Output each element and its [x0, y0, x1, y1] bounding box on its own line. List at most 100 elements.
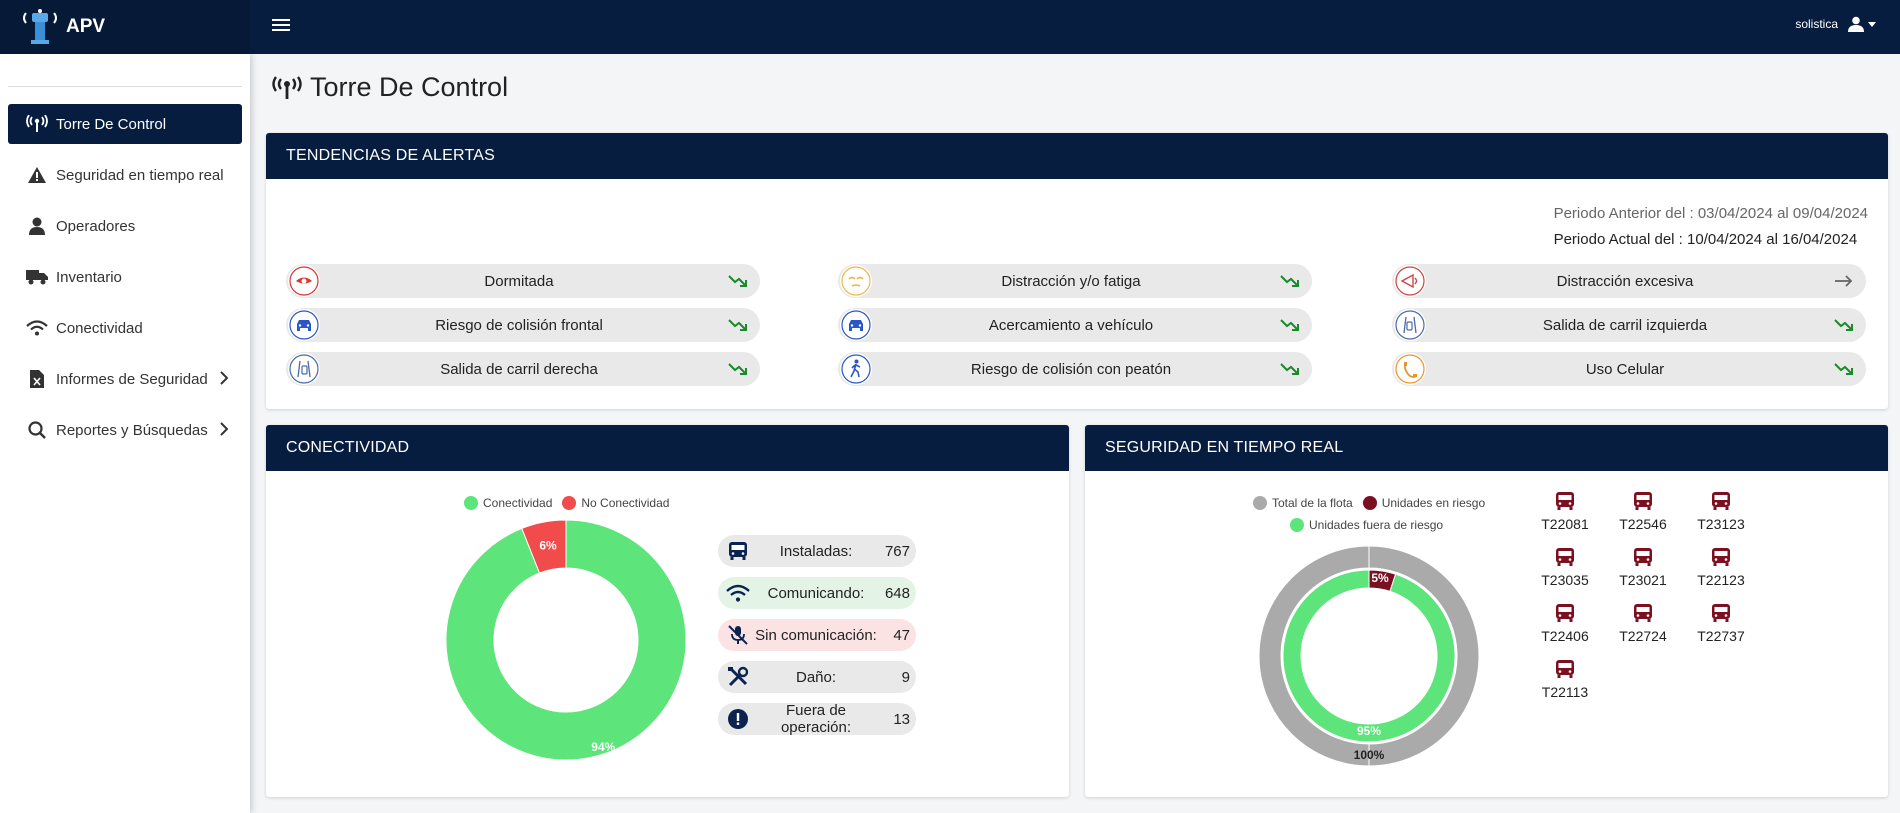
unit-at-risk-T23035[interactable]: T23035: [1535, 546, 1595, 588]
unit-label: T22406: [1541, 628, 1589, 644]
connectivity-card: CONECTIVIDAD Conectividad No Conectivida…: [266, 425, 1069, 797]
alert-distraccion-fatiga[interactable]: Distracción y/o fatiga: [838, 264, 1312, 298]
alert-riesgo-colision-peaton[interactable]: Riesgo de colisión con peatón: [838, 352, 1312, 386]
user-name: solistica: [1795, 17, 1838, 31]
legend-item-unidades-riesgo[interactable]: Unidades en riesgo: [1362, 496, 1485, 510]
excel-file-icon: [26, 368, 48, 390]
unit-at-risk-T22406[interactable]: T22406: [1535, 602, 1595, 644]
unit-label: T22546: [1619, 516, 1667, 532]
fleet-total-slice-0[interactable]: [1258, 545, 1480, 767]
unit-label: T22724: [1619, 628, 1667, 644]
sidebar-item-informes-seguridad[interactable]: Informes de Seguridad: [8, 359, 242, 399]
sidebar-item-reportes-busquedas[interactable]: Reportes y Búsquedas: [8, 410, 242, 450]
alert-label: Dormitada: [484, 272, 554, 290]
sidebar-item-label: Reportes y Búsquedas: [56, 421, 208, 439]
alert-label: Salida de carril derecha: [440, 360, 598, 378]
menu-toggle-icon[interactable]: [272, 16, 290, 34]
alert-acercamiento-vehiculo[interactable]: Acercamiento a vehículo: [838, 308, 1312, 342]
unit-at-risk-T22123[interactable]: T22123: [1691, 546, 1751, 588]
period-current-label: Periodo Actual del :: [1553, 231, 1683, 248]
sidebar-item-label: Torre De Control: [56, 115, 167, 133]
connectivity-donut-chart: 94% 6%: [446, 520, 686, 760]
legend-item-unidades-fuera-riesgo[interactable]: Unidades fuera de riesgo: [1290, 518, 1443, 532]
stat-label: Sin comunicación:: [755, 626, 877, 644]
unit-at-risk-T22113[interactable]: T22113: [1535, 658, 1595, 700]
bus-icon: [1556, 548, 1574, 566]
alert-label: Uso Celular: [1585, 360, 1665, 378]
realtime-card-title: SEGURIDAD EN TIEMPO REAL: [1105, 439, 1344, 456]
alerts-card: TENDENCIAS DE ALERTAS Periodo Anterior d…: [266, 133, 1888, 409]
bus-icon: [724, 540, 752, 562]
sidebar-item-conectividad[interactable]: Conectividad: [8, 308, 242, 348]
phone-icon: [1394, 353, 1426, 385]
stat-label: Daño:: [795, 668, 837, 686]
user-menu[interactable]: solistica: [1795, 16, 1876, 32]
bus-icon: [1556, 660, 1574, 678]
unit-at-risk-T22737[interactable]: T22737: [1691, 602, 1751, 644]
legend-swatch: [562, 496, 577, 510]
stat-comunicando: Comunicando: 648: [718, 577, 916, 609]
stat-value: 767: [884, 542, 910, 560]
sidebar-item-label: Conectividad: [56, 319, 143, 337]
unit-at-risk-T23123[interactable]: T23123: [1691, 490, 1751, 532]
lane-right-icon: [288, 353, 320, 385]
alert-distraccion-excesiva[interactable]: Distracción excesiva: [1392, 264, 1866, 298]
fleet-split-data-label-0: 5%: [1371, 571, 1389, 585]
unit-label: T23035: [1541, 572, 1589, 588]
unit-label: T22113: [1541, 684, 1589, 700]
fleet-total-data-label-0: 100%: [1354, 748, 1385, 762]
trend-down-icon: [728, 274, 752, 288]
stat-instaladas: Instaladas: 767: [718, 535, 916, 567]
stat-sin-comunicacion: Sin comunicación: 47: [718, 619, 916, 651]
warning-icon: [26, 164, 48, 186]
alert-riesgo-colision-frontal[interactable]: Riesgo de colisión frontal: [286, 308, 760, 342]
sidebar-item-inventario[interactable]: Inventario: [8, 257, 242, 297]
sidebar-item-torre-de-control[interactable]: Torre De Control: [8, 104, 242, 144]
pedestrian-icon: [840, 353, 872, 385]
period-current: Periodo Actual del : 10/04/2024 al 16/04…: [1554, 227, 1868, 253]
unit-at-risk-T22724[interactable]: T22724: [1613, 602, 1673, 644]
fleet-split-slice-1[interactable]: [1282, 569, 1456, 743]
realtime-donut-chart: 5% 95% 100%: [1258, 545, 1480, 767]
sidebar-item-operadores[interactable]: Operadores: [8, 206, 242, 246]
alert-salida-carril-derecha[interactable]: Salida de carril derecha: [286, 352, 760, 386]
alert-salida-carril-izquierda[interactable]: Salida de carril izquierda: [1392, 308, 1866, 342]
bus-icon: [1712, 548, 1730, 566]
period-previous-label: Periodo Anterior del :: [1553, 205, 1694, 222]
legend-label: Unidades fuera de riesgo: [1309, 518, 1444, 532]
sidebar-item-seguridad-tiempo-real[interactable]: Seguridad en tiempo real: [8, 155, 242, 195]
brand[interactable]: APV: [0, 0, 250, 54]
user-icon: [26, 215, 48, 237]
stat-dano: Daño: 9: [718, 661, 916, 693]
alert-label: Distracción y/o fatiga: [1001, 272, 1141, 290]
legend-item-no-conectividad[interactable]: No Conectividad: [562, 496, 669, 510]
realtime-card-header: SEGURIDAD EN TIEMPO REAL: [1085, 425, 1888, 471]
legend-item-conectividad[interactable]: Conectividad: [464, 496, 552, 510]
legend-item-total-flota[interactable]: Total de la flota: [1253, 496, 1353, 510]
period-previous: Periodo Anterior del : 03/04/2024 al 09/…: [1554, 201, 1868, 227]
distraction-icon: [1394, 265, 1426, 297]
wifi-icon: [26, 317, 48, 339]
alert-dormitada[interactable]: Dormitada: [286, 264, 760, 298]
alert-uso-celular[interactable]: Uso Celular: [1392, 352, 1866, 386]
unit-at-risk-T22546[interactable]: T22546: [1613, 490, 1673, 532]
alert-label: Acercamiento a vehículo: [988, 316, 1154, 334]
stat-value: 13: [893, 710, 910, 728]
control-tower-logo-icon: [23, 9, 57, 44]
period-previous-value: 03/04/2024 al 09/04/2024: [1697, 205, 1868, 222]
unit-label: T23123: [1697, 516, 1745, 532]
sidebar-item-label: Inventario: [56, 268, 122, 286]
sidebar-item-label: Informes de Seguridad: [56, 370, 208, 388]
trend-down-icon: [1280, 362, 1304, 376]
chevron-right-icon: [220, 422, 228, 436]
connectivity-slice-0[interactable]: [446, 520, 686, 760]
unit-at-risk-T22081[interactable]: T22081: [1535, 490, 1595, 532]
unit-at-risk-T23021[interactable]: T23021: [1613, 546, 1673, 588]
antenna-icon: [26, 113, 48, 135]
connectivity-slice-1[interactable]: [521, 520, 567, 574]
legend-label: No Conectividad: [581, 496, 670, 510]
exclamation-icon: [724, 708, 752, 730]
search-icon: [26, 419, 48, 441]
sidebar-divider: [8, 86, 242, 87]
stat-value: 9: [901, 668, 910, 686]
